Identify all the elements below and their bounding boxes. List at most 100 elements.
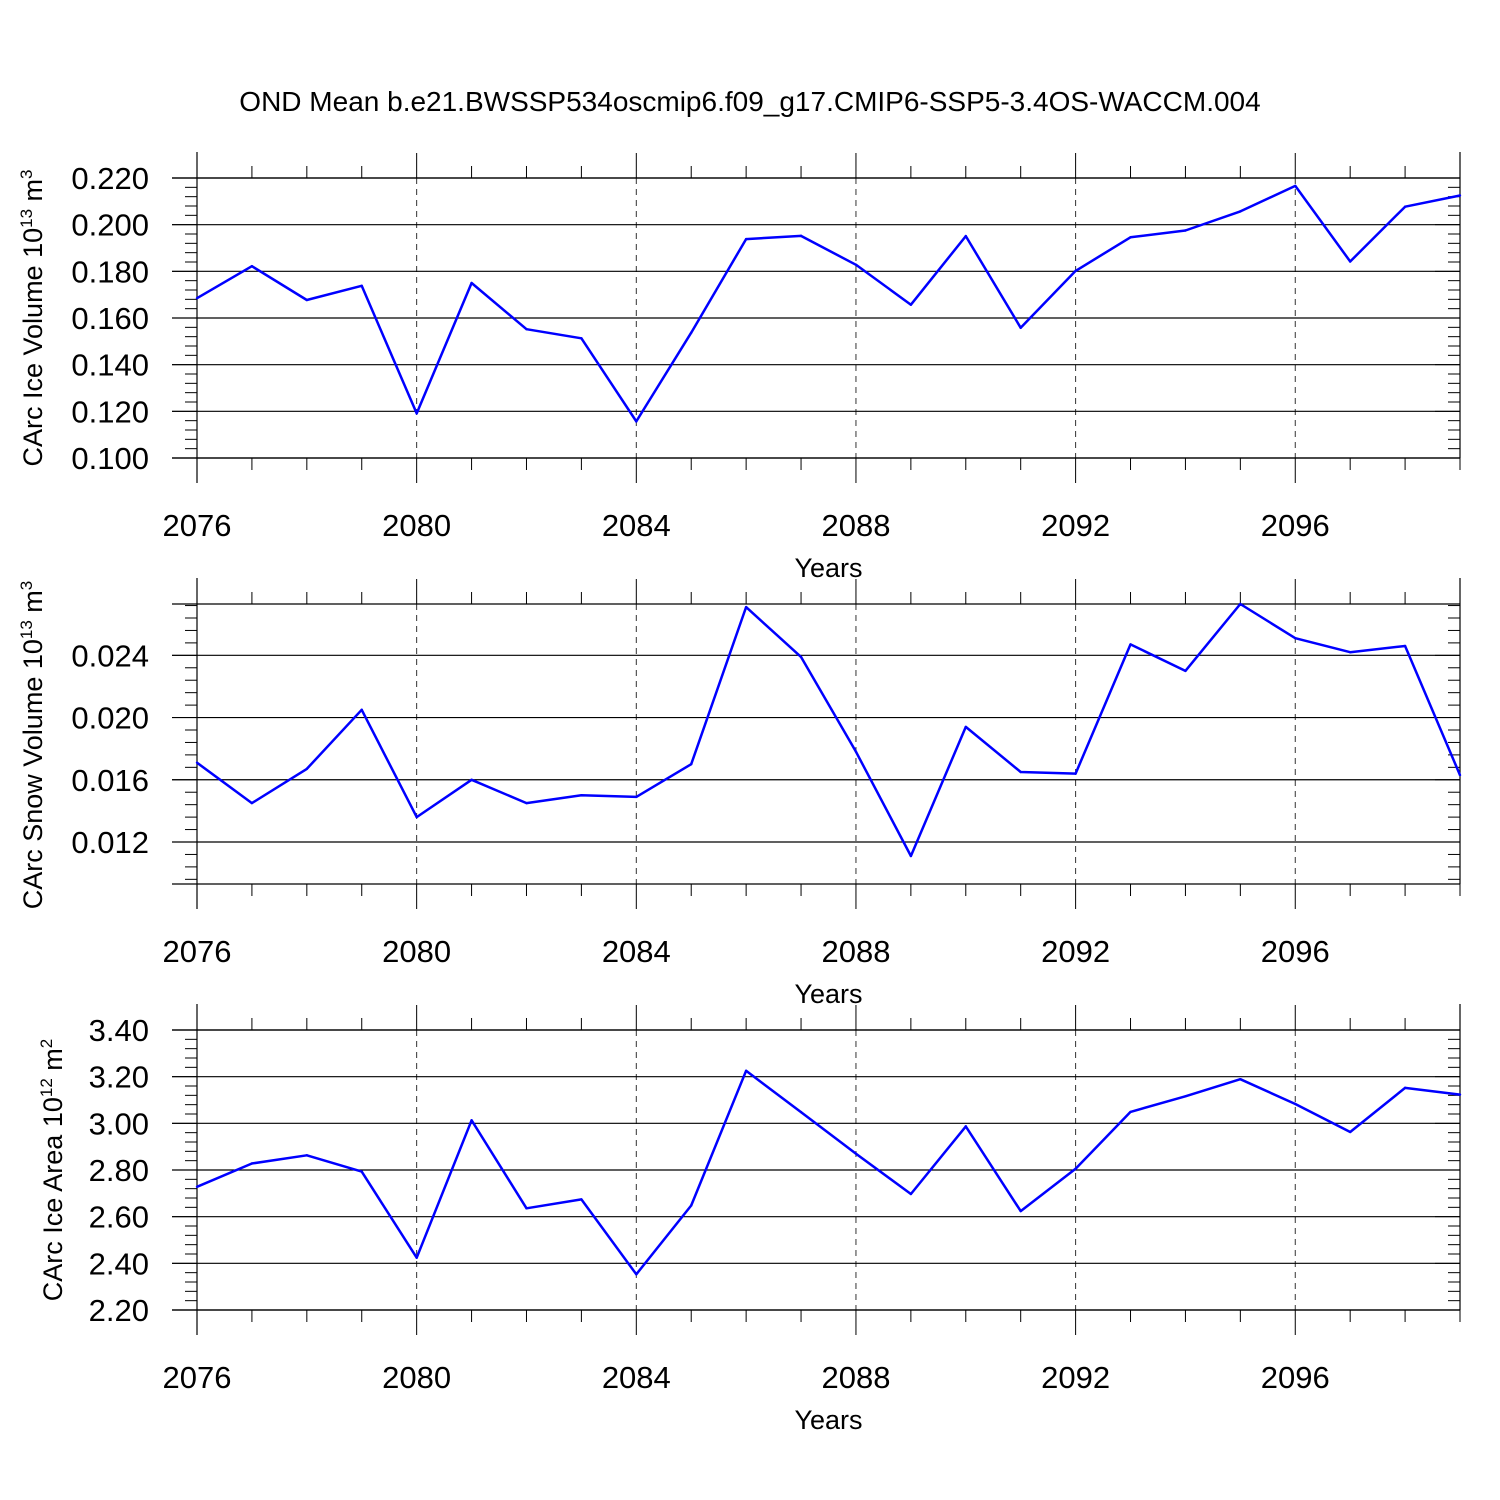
y-tick-label: 0.020 xyxy=(71,701,149,736)
y-tick-label: 0.012 xyxy=(71,825,149,860)
figure-title: OND Mean b.e21.BWSSP534oscmip6.f09_g17.C… xyxy=(239,86,1261,117)
data-point xyxy=(305,1154,309,1157)
data-point xyxy=(415,815,418,819)
x-axis-title: Years xyxy=(794,1405,862,1435)
x-tick-label: 2080 xyxy=(382,934,451,969)
x-tick-label: 2088 xyxy=(821,934,890,969)
x-tick-label: 2084 xyxy=(602,508,671,543)
data-point xyxy=(525,1207,528,1210)
y-tick-label: 0.100 xyxy=(71,441,149,476)
data-point xyxy=(580,1198,583,1201)
data-point xyxy=(1129,643,1132,646)
data-point xyxy=(1074,1167,1077,1171)
data-point xyxy=(580,794,583,797)
data-point xyxy=(1348,1130,1352,1134)
data-point xyxy=(195,296,199,300)
data-point xyxy=(195,761,199,764)
data-point xyxy=(854,750,858,753)
data-point xyxy=(690,1204,693,1207)
x-tick-label: 2076 xyxy=(163,508,232,543)
data-point xyxy=(1019,326,1022,329)
y-tick-label: 0.140 xyxy=(71,348,149,383)
data-point xyxy=(690,331,693,334)
data-point xyxy=(415,412,418,415)
data-point xyxy=(470,281,473,285)
data-point xyxy=(305,767,309,771)
data-point xyxy=(1403,1086,1407,1090)
y-axis-title: CArc Ice Volume 1013 m3 xyxy=(17,169,48,466)
series-line xyxy=(196,1069,1461,1276)
data-point xyxy=(690,763,693,766)
data-point xyxy=(1458,194,1462,197)
data-point xyxy=(799,1110,803,1114)
x-tick-label: 2092 xyxy=(1041,1360,1110,1395)
data-point xyxy=(1294,637,1297,640)
series-line xyxy=(196,602,1462,858)
x-tick-label: 2088 xyxy=(821,1360,890,1395)
data-point xyxy=(854,1152,858,1155)
series-line xyxy=(196,184,1461,423)
data-point xyxy=(1019,1209,1022,1213)
y-axis-title: CArc Ice Area 1012 m2 xyxy=(37,1039,68,1302)
data-point xyxy=(250,1162,254,1165)
chart-panel-3: 2076 2080 2084 2088 2092 2096 Years 2.20 2.40 2.6… xyxy=(37,1004,1462,1435)
data-point xyxy=(964,1125,967,1128)
data-point xyxy=(744,605,748,609)
y-tick-label: 2.60 xyxy=(89,1200,149,1235)
x-tick-label: 2092 xyxy=(1041,934,1110,969)
y-axis-title: CArc Snow Volume 1013 m3 xyxy=(17,581,48,910)
x-axis-title: Years xyxy=(794,553,862,583)
data-point xyxy=(1458,773,1462,777)
data-point xyxy=(1403,205,1407,208)
data-point xyxy=(580,337,583,340)
x-axis-title: Years xyxy=(794,979,862,1009)
data-point xyxy=(525,801,528,805)
x-tick-label: 2088 xyxy=(821,508,890,543)
y-tick-label: 2.40 xyxy=(89,1246,149,1281)
x-tick-label: 2084 xyxy=(602,934,671,969)
data-point xyxy=(744,237,748,241)
data-point xyxy=(1348,651,1352,654)
data-point xyxy=(799,234,803,238)
y-tick-label: 0.160 xyxy=(71,301,149,336)
data-point xyxy=(635,795,638,799)
data-point xyxy=(1458,1093,1462,1096)
data-point xyxy=(250,265,254,268)
data-point xyxy=(470,1119,473,1122)
data-point xyxy=(964,234,967,238)
y-tick-label: 3.00 xyxy=(89,1106,149,1141)
data-point xyxy=(799,655,803,659)
data-point xyxy=(1239,1078,1242,1081)
x-tick-label: 2080 xyxy=(382,508,451,543)
data-point xyxy=(470,778,473,781)
data-point xyxy=(635,420,638,423)
data-point xyxy=(1129,236,1132,239)
data-point xyxy=(1239,602,1242,606)
data-point xyxy=(1184,669,1187,673)
y-tick-label: 3.40 xyxy=(89,1013,149,1048)
data-point xyxy=(360,1170,363,1173)
data-point xyxy=(854,263,858,266)
data-point xyxy=(635,1273,638,1276)
data-point xyxy=(964,725,967,729)
y-tick-label: 0.200 xyxy=(71,208,149,243)
data-point xyxy=(1074,269,1077,273)
x-tick-label: 2092 xyxy=(1041,508,1110,543)
data-point xyxy=(195,1185,199,1189)
data-point xyxy=(1294,184,1297,188)
y-tick-label: 0.024 xyxy=(71,638,149,673)
chart-panel-2: 2076 2080 2084 2088 2092 2096 Years 0.012 0.016 0… xyxy=(17,578,1462,1009)
y-tick-label: 0.016 xyxy=(71,763,149,798)
x-tick-label: 2096 xyxy=(1261,508,1330,543)
data-point xyxy=(1348,260,1352,263)
data-point xyxy=(1184,229,1187,232)
y-tick-label: 0.180 xyxy=(71,254,149,289)
data-point xyxy=(250,801,254,805)
data-point xyxy=(305,298,309,302)
x-tick-label: 2080 xyxy=(382,1360,451,1395)
x-tick-label: 2084 xyxy=(602,1360,671,1395)
data-point xyxy=(415,1256,418,1259)
data-point xyxy=(1074,772,1077,775)
data-point xyxy=(1129,1110,1132,1114)
chart-panel-1: 2076 2080 2084 2088 2092 2096 Years 0.100 0.120 0… xyxy=(17,152,1462,583)
